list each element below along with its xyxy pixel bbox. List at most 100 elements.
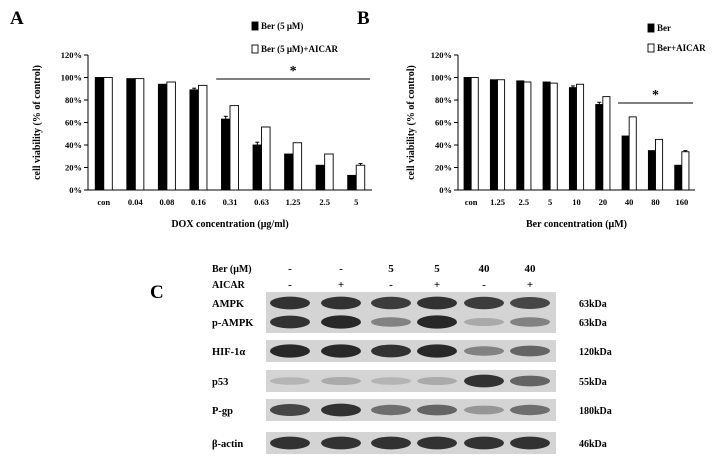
y-tick-label: 120%	[61, 50, 82, 60]
bar-white	[134, 78, 145, 191]
ber-label: Ber (μM)	[212, 264, 252, 275]
blot-band	[417, 315, 457, 329]
bar-black	[489, 79, 498, 191]
blot-band	[417, 377, 457, 385]
bar-white	[470, 77, 479, 191]
bar-black	[516, 80, 525, 191]
blot-band	[270, 296, 310, 310]
legend-swatch	[251, 21, 259, 31]
aicar-value: -	[389, 279, 393, 291]
x-tick-label: 0.08	[159, 197, 174, 207]
y-tick-label: 80%	[65, 95, 82, 105]
blot-band	[371, 296, 411, 310]
aicar-value: +	[338, 279, 344, 291]
blot-kda-label: 63kDa	[579, 318, 607, 329]
blot-band	[464, 296, 504, 310]
significance-star: *	[652, 88, 659, 103]
blot-band	[270, 315, 310, 329]
blot-band	[321, 436, 361, 450]
blot-band	[321, 296, 361, 310]
legend-swatch	[647, 43, 655, 53]
blot-band	[417, 404, 457, 416]
blot-row-label: p-AMPK	[212, 318, 254, 329]
legend-label: Ber	[657, 23, 671, 33]
bar-black	[463, 77, 472, 191]
bar-black	[315, 164, 326, 191]
blot-band	[371, 436, 411, 450]
blot-band	[510, 375, 550, 387]
panel-letter-b: B	[357, 8, 370, 29]
bar-black	[252, 144, 263, 191]
y-tick-label: 120%	[431, 50, 452, 60]
y-tick-label: 40%	[435, 140, 452, 150]
ber-value: -	[288, 263, 292, 275]
ber-value: 40	[479, 263, 491, 275]
y-tick-label: 100%	[431, 73, 452, 83]
bar-white	[292, 142, 303, 191]
x-tick-label: 0.31	[223, 197, 238, 207]
bar-white	[261, 126, 271, 191]
y-tick-label: 20%	[435, 163, 452, 173]
panel-letter-c: C	[150, 282, 164, 303]
bar-black	[674, 164, 683, 191]
x-tick-label: con	[465, 197, 478, 207]
blot-band	[321, 377, 361, 385]
blot-band	[371, 404, 411, 416]
x-axis-title: Ber concentration (μM)	[526, 219, 627, 230]
y-tick-label: 100%	[61, 73, 82, 83]
blot-band	[464, 436, 504, 450]
blot-band	[417, 296, 457, 310]
blot-band	[510, 317, 550, 327]
aicar-value: +	[527, 279, 533, 291]
x-tick-label: 1.25	[286, 197, 301, 207]
blot-band	[321, 315, 361, 329]
blot-row-label: P-gp	[212, 406, 233, 417]
bar-white	[523, 81, 532, 191]
blot-kda-label: 55kDa	[579, 377, 607, 388]
legend-swatch	[647, 23, 655, 33]
blot-row-label: HIF-1α	[212, 347, 245, 358]
ber-value: -	[339, 263, 343, 275]
x-tick-label: 2.5	[319, 197, 330, 207]
blot-band	[417, 436, 457, 450]
x-tick-label: 5	[354, 197, 358, 207]
x-tick-label: 0.16	[191, 197, 206, 207]
blot-band	[371, 317, 411, 327]
blot-band	[270, 404, 310, 416]
legend-label: Ber+AICAR	[657, 43, 706, 53]
bar-white	[628, 116, 637, 191]
ber-value: 40	[525, 263, 537, 275]
bar-black	[347, 174, 357, 191]
bar-white	[549, 82, 558, 191]
blot-band	[510, 297, 550, 309]
blot-band	[270, 377, 310, 385]
panel-letter-a: A	[10, 8, 24, 29]
bar-black	[568, 87, 577, 191]
bar-white	[681, 151, 690, 191]
bar-white	[229, 105, 239, 191]
blot-row-label: β-actin	[212, 439, 243, 450]
chart-a: 0% 20% 40% 60% 80% 100% 120% con 0.04 0.08 0.16 0.3…	[32, 21, 372, 230]
legend-label: Ber (5 μM)	[261, 21, 303, 31]
bar-white	[166, 81, 176, 191]
bar-black	[284, 153, 294, 191]
x-tick-label: con	[97, 197, 110, 207]
x-tick-label: 20	[599, 197, 608, 207]
y-tick-label: 40%	[65, 140, 82, 150]
blot-band	[464, 405, 504, 415]
bar-black	[647, 150, 656, 191]
x-tick-label: 10	[572, 197, 581, 207]
x-tick-label: 2.5	[519, 197, 530, 207]
ber-value: 5	[388, 263, 394, 275]
x-tick-label: 40	[625, 197, 634, 207]
bar-black	[595, 104, 604, 191]
y-tick-label: 0%	[69, 185, 82, 195]
bar-black	[542, 81, 551, 191]
bar-white	[197, 84, 208, 191]
aicar-value: -	[482, 279, 486, 291]
aicar-value: +	[434, 279, 440, 291]
x-axis-title: DOX concentration (μg/ml)	[171, 219, 288, 230]
legend-swatch	[251, 44, 259, 54]
blot-band	[510, 345, 550, 357]
